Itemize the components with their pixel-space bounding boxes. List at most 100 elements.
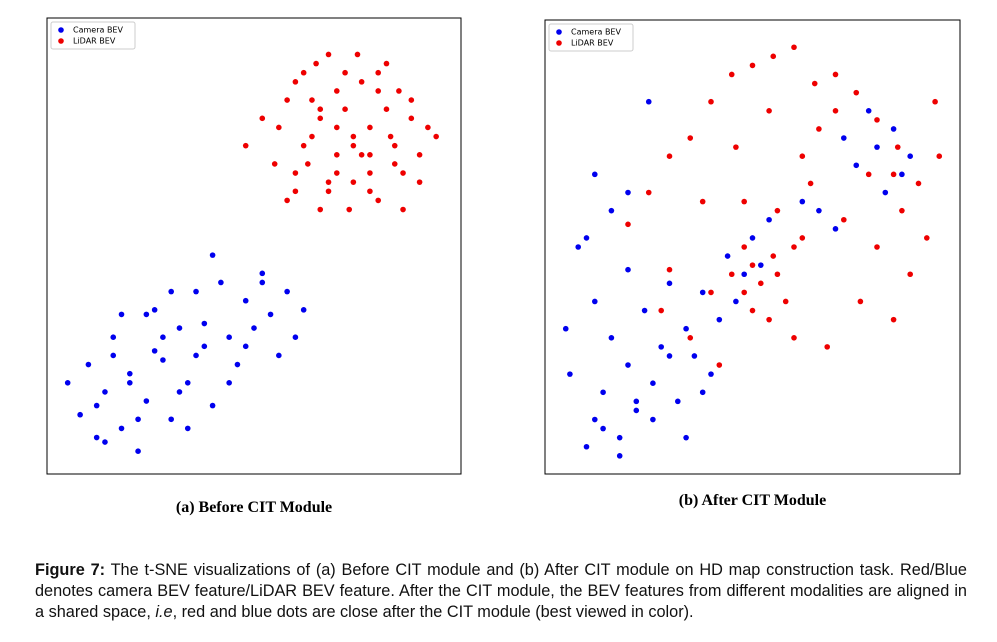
point [865, 171, 872, 178]
point [741, 198, 747, 205]
point [907, 271, 913, 278]
point [924, 235, 930, 241]
point [408, 97, 415, 103]
point [346, 206, 353, 213]
plot-frame [544, 19, 961, 475]
point [367, 188, 373, 195]
point [135, 448, 141, 455]
point [658, 307, 664, 314]
point [259, 279, 266, 286]
point [741, 289, 747, 296]
point [799, 198, 806, 205]
point [367, 152, 373, 158]
point [857, 298, 864, 305]
point [300, 307, 307, 313]
point [184, 425, 191, 432]
point [317, 206, 324, 213]
point [666, 153, 673, 159]
point [218, 279, 224, 286]
legend-label: LiDAR BEV [73, 37, 116, 46]
point [716, 362, 723, 368]
point [936, 153, 943, 159]
point [259, 115, 266, 122]
point [151, 348, 158, 354]
point [633, 398, 640, 405]
point [77, 411, 83, 418]
point [391, 161, 398, 167]
point [201, 343, 208, 350]
point [168, 416, 174, 423]
point [641, 307, 648, 314]
point [562, 325, 569, 332]
point [791, 244, 797, 250]
point [733, 144, 739, 150]
point [899, 207, 905, 214]
point [687, 135, 694, 141]
point [728, 71, 735, 78]
point [791, 44, 797, 51]
point [375, 197, 382, 204]
point [625, 362, 631, 368]
point [276, 352, 282, 359]
point [716, 316, 723, 323]
point [391, 142, 398, 149]
point [209, 252, 216, 258]
point [342, 69, 348, 76]
point [841, 216, 847, 223]
point [592, 416, 598, 423]
point [882, 189, 889, 196]
point [625, 221, 631, 228]
point [242, 343, 249, 350]
legend-box [548, 23, 634, 52]
point [733, 298, 739, 305]
subfigure-caption: (a) Before CIT Module [176, 499, 332, 516]
point [741, 244, 747, 250]
point [334, 88, 340, 94]
point [64, 380, 71, 386]
point [658, 344, 664, 350]
point [708, 289, 714, 296]
point [749, 235, 756, 241]
point [408, 115, 415, 122]
point [567, 371, 573, 377]
point [907, 153, 913, 159]
point [758, 280, 764, 287]
legend-label: LiDAR BEV [571, 39, 614, 48]
point [271, 161, 278, 167]
point [625, 189, 631, 196]
point [292, 170, 299, 176]
point [135, 416, 141, 423]
point [342, 106, 348, 112]
point [874, 244, 880, 250]
point [143, 398, 150, 404]
point [259, 270, 266, 277]
point [608, 207, 615, 214]
point [93, 434, 100, 441]
point [724, 253, 731, 259]
point [699, 198, 706, 205]
point [160, 357, 166, 363]
point [242, 297, 249, 304]
caption-text: i.e [155, 603, 173, 621]
point [334, 152, 340, 158]
legend-marker [556, 40, 562, 46]
point [284, 197, 290, 204]
point [645, 98, 652, 105]
point [354, 51, 361, 58]
point [799, 235, 806, 241]
point [625, 266, 631, 273]
point [683, 434, 689, 441]
point [400, 206, 406, 213]
point [284, 97, 290, 103]
point [284, 288, 290, 295]
point [832, 226, 839, 232]
point [774, 271, 781, 278]
point [305, 161, 311, 167]
point [699, 289, 706, 296]
point [894, 144, 901, 150]
point [309, 97, 315, 103]
point [770, 253, 777, 259]
point [325, 179, 332, 185]
point [699, 389, 706, 396]
